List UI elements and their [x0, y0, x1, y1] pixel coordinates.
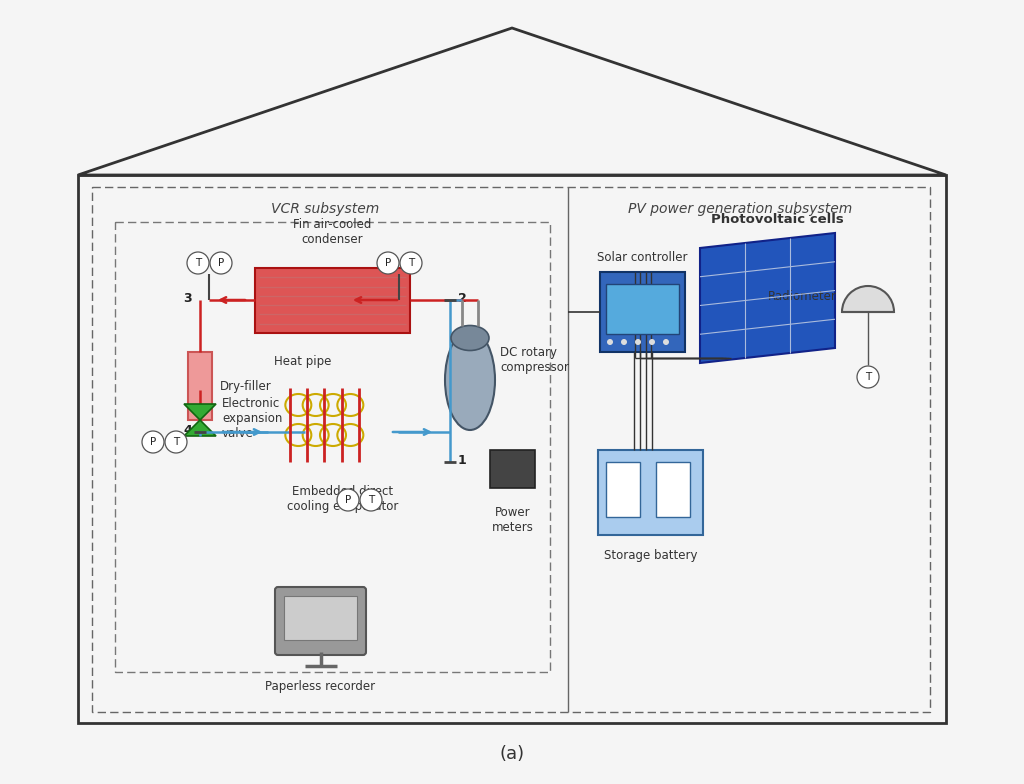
FancyBboxPatch shape: [600, 272, 685, 352]
Text: VCR subsystem: VCR subsystem: [271, 202, 379, 216]
Wedge shape: [842, 286, 894, 312]
Circle shape: [210, 252, 232, 274]
Text: P: P: [385, 258, 391, 268]
Text: 3: 3: [183, 292, 193, 304]
Text: Heat pipe: Heat pipe: [274, 355, 332, 368]
FancyBboxPatch shape: [188, 352, 212, 420]
Circle shape: [607, 339, 613, 345]
Circle shape: [635, 339, 641, 345]
Text: PV power generation subsystem: PV power generation subsystem: [628, 202, 852, 216]
Text: T: T: [173, 437, 179, 447]
Circle shape: [337, 489, 359, 511]
Circle shape: [360, 489, 382, 511]
Text: P: P: [218, 258, 224, 268]
Text: T: T: [408, 258, 414, 268]
Text: 4: 4: [183, 423, 193, 437]
Circle shape: [400, 252, 422, 274]
FancyBboxPatch shape: [598, 450, 703, 535]
Circle shape: [649, 339, 655, 345]
Circle shape: [165, 431, 187, 453]
Text: Photovoltaic cells: Photovoltaic cells: [711, 213, 844, 226]
Circle shape: [142, 431, 164, 453]
FancyBboxPatch shape: [656, 462, 690, 517]
FancyBboxPatch shape: [284, 596, 357, 640]
Circle shape: [857, 366, 879, 388]
Text: (a): (a): [500, 745, 524, 763]
Text: DC rotary
compressor: DC rotary compressor: [500, 346, 569, 374]
Text: 2: 2: [458, 292, 467, 304]
Text: Radiometer: Radiometer: [768, 289, 837, 303]
Text: Fin air-cooled
condenser: Fin air-cooled condenser: [293, 218, 372, 246]
Text: Paperless recorder: Paperless recorder: [265, 680, 376, 693]
Text: T: T: [865, 372, 871, 382]
Polygon shape: [700, 233, 835, 363]
FancyBboxPatch shape: [606, 462, 640, 517]
Polygon shape: [184, 420, 216, 436]
Text: Dry-filler: Dry-filler: [220, 379, 271, 393]
FancyBboxPatch shape: [255, 268, 410, 333]
Text: P: P: [150, 437, 156, 447]
Polygon shape: [184, 404, 216, 420]
Circle shape: [663, 339, 669, 345]
Ellipse shape: [451, 325, 489, 350]
Circle shape: [187, 252, 209, 274]
Text: Solar controller: Solar controller: [597, 251, 688, 264]
FancyBboxPatch shape: [275, 587, 366, 655]
Text: T: T: [368, 495, 374, 505]
Circle shape: [377, 252, 399, 274]
Text: Power
meters: Power meters: [492, 506, 534, 534]
Text: T: T: [195, 258, 201, 268]
Text: 1: 1: [458, 453, 467, 466]
Circle shape: [621, 339, 627, 345]
Text: P: P: [345, 495, 351, 505]
Text: Embedded direct
cooling evaporator: Embedded direct cooling evaporator: [288, 485, 398, 513]
FancyBboxPatch shape: [490, 450, 535, 488]
Ellipse shape: [445, 330, 495, 430]
FancyBboxPatch shape: [606, 284, 679, 334]
Text: Storage battery: Storage battery: [604, 549, 697, 562]
Text: Electronic
expansion
valve: Electronic expansion valve: [222, 397, 283, 440]
